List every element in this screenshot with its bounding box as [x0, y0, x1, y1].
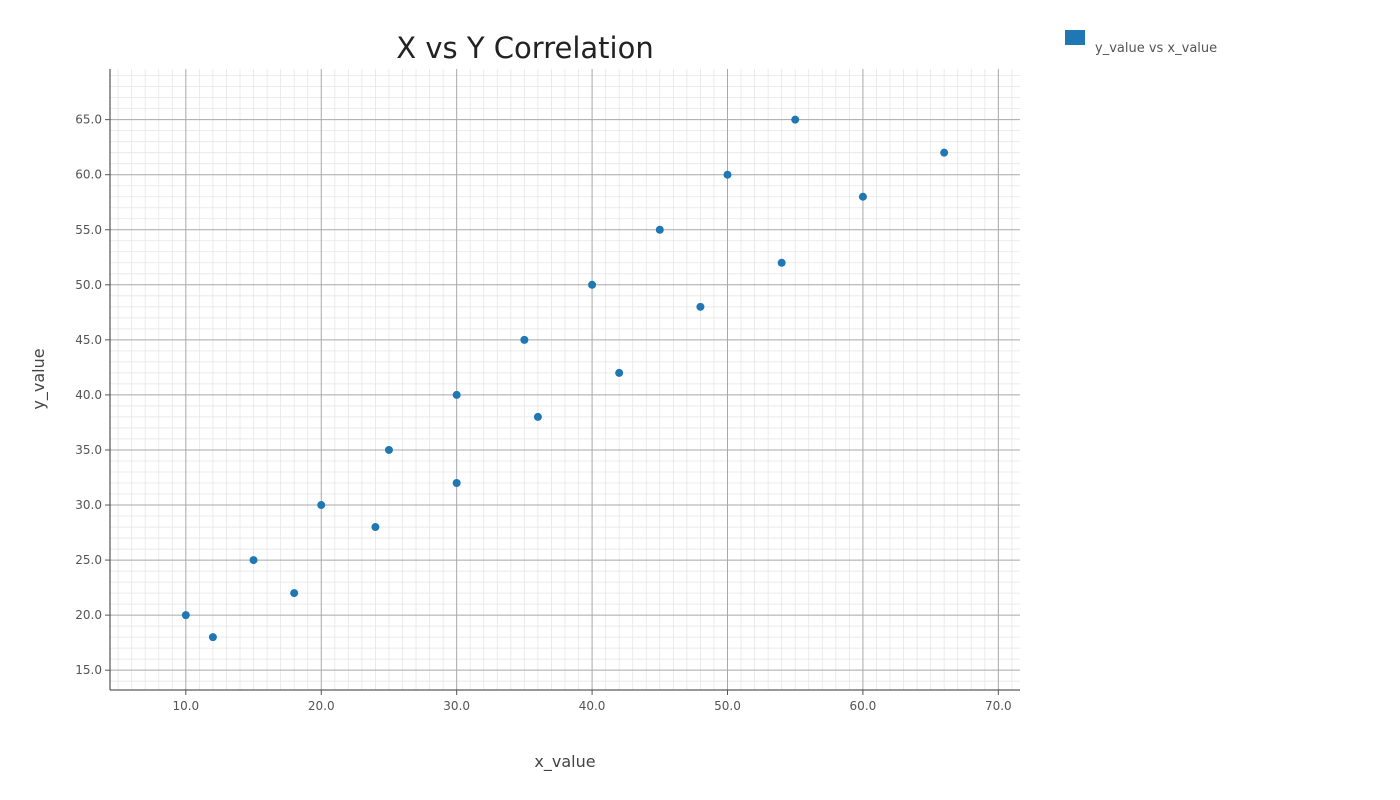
data-point: [371, 523, 380, 532]
x-tick-label: 60.0: [850, 699, 877, 713]
y-tick-label: 60.0: [75, 168, 102, 182]
y-tick-label: 50.0: [75, 278, 102, 292]
y-tick-label: 40.0: [75, 388, 102, 402]
x-tick-label: 10.0: [172, 699, 199, 713]
data-point: [452, 390, 461, 399]
x-tick-label: 30.0: [443, 699, 470, 713]
axes: [109, 69, 1020, 691]
x-axis-ticks: 10.0 20.0 30.0 40.0 50.0 60.0 70.0: [172, 690, 1012, 713]
y-tick-label: 30.0: [75, 498, 102, 512]
data-point: [777, 258, 786, 267]
x-axis-label: x_value: [534, 752, 595, 772]
legend-label: y_value vs x_value: [1095, 41, 1217, 56]
chart-title: X vs Y Correlation: [396, 31, 653, 65]
x-tick-label: 70.0: [985, 699, 1012, 713]
minor-grid: [110, 69, 1020, 690]
data-point: [696, 302, 705, 311]
major-grid: [110, 69, 1020, 690]
data-point: [533, 412, 542, 421]
x-tick-label: 40.0: [579, 699, 606, 713]
y-tick-label: 55.0: [75, 223, 102, 237]
data-point: [290, 589, 299, 598]
data-point: [723, 170, 732, 179]
data-point: [940, 148, 949, 157]
y-tick-label: 20.0: [75, 608, 102, 622]
y-tick-label: 45.0: [75, 333, 102, 347]
data-point: [317, 501, 326, 510]
data-point: [858, 192, 867, 201]
y-axis-ticks: 15.0 20.0 25.0 30.0 35.0 40.0 45.0 50.0 55.0 60.0…: [75, 113, 110, 677]
data-point: [588, 280, 597, 289]
y-tick-label: 35.0: [75, 443, 102, 457]
legend-swatch: [1065, 30, 1085, 45]
y-tick-label: 65.0: [75, 113, 102, 127]
data-point: [181, 611, 190, 620]
data-point: [249, 556, 258, 565]
x-tick-label: 20.0: [308, 699, 335, 713]
data-point: [615, 368, 624, 377]
data-point: [655, 225, 664, 234]
y-tick-label: 25.0: [75, 553, 102, 567]
data-point: [452, 479, 461, 487]
y-axis-label: y_value: [29, 348, 49, 409]
data-point: [791, 115, 800, 124]
y-tick-label: 15.0: [75, 663, 102, 677]
data-point: [208, 633, 217, 642]
data-points: [181, 115, 949, 642]
legend: y_value vs x_value: [1065, 30, 1217, 56]
data-point: [520, 335, 529, 344]
x-tick-label: 50.0: [714, 699, 741, 713]
data-point: [384, 445, 393, 454]
